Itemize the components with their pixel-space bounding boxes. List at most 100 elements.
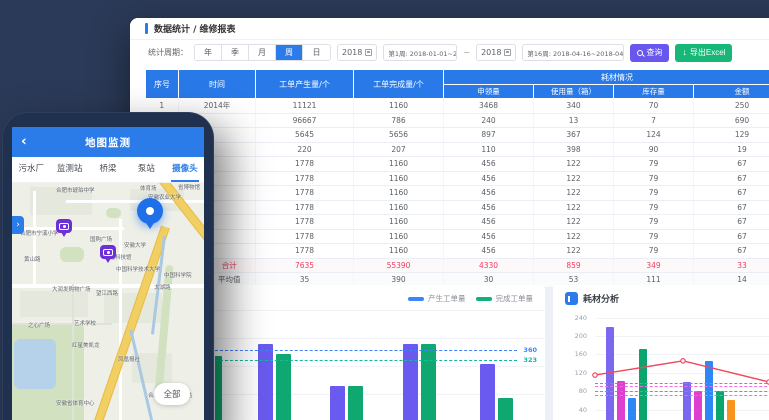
- table-row: 42202071103989019: [145, 142, 769, 157]
- table-cell: 456: [443, 171, 534, 186]
- map-road: [119, 219, 122, 420]
- segment-周[interactable]: 周: [276, 45, 303, 60]
- table-cell: 340: [533, 98, 614, 114]
- gridline: [595, 336, 769, 337]
- gridline: [595, 372, 769, 374]
- map-lake: [14, 339, 56, 389]
- sub-column-header: 使用量（箱）: [533, 84, 614, 99]
- table-cell: 124: [613, 127, 694, 143]
- legend-item: 产生工单量: [408, 293, 466, 304]
- export-excel-button[interactable]: ↓ 导出Excel: [675, 43, 733, 62]
- table-head: 序号 时间 工单产生量/个 工单完成量/个 耗材情况 申领量 使用量（箱） 库存量 金额: [145, 69, 769, 99]
- query-button[interactable]: 查询: [630, 43, 670, 62]
- period-segments: 年季月周日: [194, 44, 331, 61]
- reference-line: [595, 394, 769, 396]
- table-cell: 1160: [353, 200, 444, 215]
- back-chevron-icon[interactable]: ‹: [21, 133, 27, 150]
- chart-bar: [694, 391, 702, 420]
- calendar-icon: [365, 49, 373, 56]
- chart-bar: [215, 355, 222, 420]
- reference-line-label: 360: [523, 346, 537, 355]
- table-cell: 19: [693, 142, 769, 157]
- map-road: [12, 284, 204, 288]
- map-road: [33, 191, 36, 284]
- map-label: 望江西路: [96, 291, 119, 297]
- bar-chart-icon: [565, 292, 578, 305]
- table-cell: 1160: [353, 98, 444, 114]
- map-canvas[interactable]: › 全部 合肥市琥珀中学 体育场 安徽农业大学 省博物馆 合肥市宁溪小学 国购广场 安徽大学…: [12, 183, 204, 420]
- tab-监测站[interactable]: 监测站: [56, 164, 83, 174]
- legend-item: 完成工单量: [475, 293, 534, 304]
- table-cell: 79: [613, 214, 694, 230]
- table-cell: 390: [353, 272, 444, 288]
- sub-column-header: 申领量: [443, 84, 534, 99]
- range-start-input[interactable]: 第1周: 2018-01-01~2018-01-07: [383, 44, 458, 61]
- map-label: 合肥市宁溪小学: [20, 231, 59, 237]
- table-cell: 79: [613, 171, 694, 186]
- chart-bar: [348, 385, 363, 420]
- average-row: 平均值 35 390 30 53 111 14: [145, 272, 769, 288]
- table-cell: 79: [613, 156, 694, 172]
- phone-header: ‹ 地图监测: [12, 127, 204, 157]
- table-cell: 1778: [255, 229, 354, 244]
- map-road: [66, 200, 204, 203]
- table-row: 5177811604561227967: [145, 156, 769, 172]
- download-icon: ↓: [682, 47, 687, 57]
- range-end-input[interactable]: 第16周: 2018-04-16~2018-04-22: [522, 44, 625, 61]
- tab-摄像头[interactable]: 摄像头: [166, 157, 204, 182]
- chart-bar: [705, 361, 713, 420]
- chart-bar: [727, 400, 735, 420]
- tab-泵站[interactable]: 泵站: [137, 164, 155, 174]
- tab-污水厂[interactable]: 污水厂: [18, 164, 44, 174]
- map-park: [60, 247, 84, 262]
- table-cell: 122: [533, 171, 614, 186]
- table-cell: 1778: [255, 185, 354, 201]
- map-label: 之心广场: [28, 323, 51, 329]
- reference-line: [595, 382, 769, 384]
- map-block: [20, 291, 88, 317]
- table-cell: 1160: [353, 185, 444, 201]
- map-label: 黄山路: [24, 257, 41, 263]
- map-label: 大润发购物广场: [52, 287, 91, 293]
- tab-桥梁[interactable]: 桥梁: [99, 164, 117, 174]
- year-start-select[interactable]: 2018: [337, 44, 378, 61]
- table-cell: 79: [613, 185, 694, 201]
- camera-pin-marker[interactable]: [56, 219, 72, 237]
- table-cell: 1778: [255, 156, 354, 172]
- table-row: 10177811604561227967: [145, 229, 769, 244]
- table-cell: 456: [443, 185, 534, 201]
- table-cell: 240: [443, 113, 534, 128]
- segment-日[interactable]: 日: [303, 45, 330, 60]
- map-label: 中国科学院: [164, 273, 192, 279]
- table-cell: 1: [145, 98, 179, 114]
- segment-年[interactable]: 年: [195, 45, 222, 60]
- table-cell: 129: [693, 127, 769, 143]
- breadcrumb: 数据统计 / 维修报表: [130, 18, 769, 40]
- map-expand-button[interactable]: ›: [12, 216, 24, 234]
- table-cell: 786: [353, 113, 444, 128]
- y-axis-tick: 120: [574, 368, 587, 377]
- table-cell: 1778: [255, 214, 354, 230]
- y-axis-tick: 80: [578, 387, 587, 396]
- chart-bar: [498, 397, 513, 420]
- gridline: [595, 317, 769, 319]
- map-all-button[interactable]: 全部: [154, 383, 190, 405]
- phone-page-title: 地图监测: [85, 136, 131, 149]
- camera-pin-marker[interactable]: [100, 245, 116, 263]
- desktop-window: 数据统计 / 维修报表 统计周期： 年季月周日 2018 第1周: 2018-0…: [130, 18, 769, 420]
- table-cell: 67: [693, 243, 769, 259]
- segment-月[interactable]: 月: [249, 45, 276, 60]
- query-button-label: 查询: [646, 48, 663, 57]
- selected-location-marker[interactable]: [137, 198, 163, 229]
- segment-季[interactable]: 季: [222, 45, 249, 60]
- table-cell: 110: [443, 142, 534, 157]
- map-label: 合肥科技馆: [104, 255, 132, 261]
- table-cell: 456: [443, 156, 534, 172]
- chart-bar: [639, 348, 647, 420]
- group-header: 耗材情况: [443, 69, 769, 85]
- legend-label: 完成工单量: [495, 294, 534, 303]
- table-cell: 859: [533, 258, 614, 273]
- year-end-select[interactable]: 2018: [476, 44, 517, 61]
- phone-tab-bar: 污水厂 监测站 桥梁 泵站 摄像头: [12, 157, 204, 183]
